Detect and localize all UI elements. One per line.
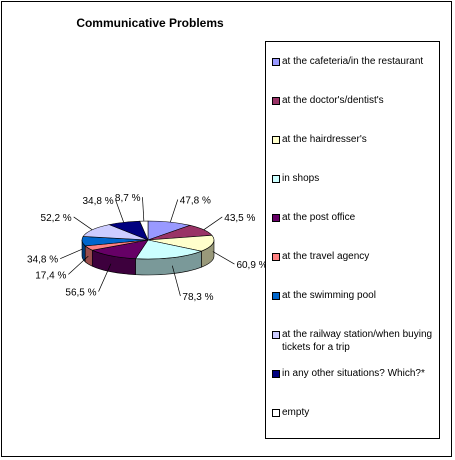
legend-item: at the doctor's/dentist's xyxy=(272,94,437,107)
legend-label: empty xyxy=(282,407,310,418)
legend-label: at the doctor's/dentist's xyxy=(282,95,384,106)
data-label-leader xyxy=(98,263,112,292)
legend-item: at the travel agency xyxy=(272,250,437,263)
legend-item: at the hairdresser's xyxy=(272,133,437,146)
legend-swatch xyxy=(272,292,280,300)
legend-swatch xyxy=(272,409,280,417)
legend-label: at the travel agency xyxy=(282,251,370,262)
data-label: 47,8 % xyxy=(180,196,211,207)
legend-swatch xyxy=(272,331,280,339)
data-label: 34,8 % xyxy=(82,196,113,207)
legend-label: at the hairdresser's xyxy=(282,134,367,145)
data-label-leader xyxy=(68,255,89,275)
legend-label: at the cafeteria/in the restaurant xyxy=(282,56,424,67)
legend-swatch xyxy=(272,58,280,66)
legend-item: at the post office xyxy=(272,211,437,224)
data-label-leader xyxy=(170,199,179,223)
chart-title: Communicative Problems xyxy=(76,16,224,30)
data-label: 78,3 % xyxy=(182,292,213,303)
data-label-leader xyxy=(212,251,235,265)
legend-swatch xyxy=(272,214,280,222)
legend-swatch xyxy=(272,97,280,105)
legend-item: at the railway station/when buying ticke… xyxy=(272,328,437,354)
legend-item: at the swimming pool xyxy=(272,289,437,302)
data-label: 34,8 % xyxy=(27,255,58,266)
legend-label: in shops xyxy=(282,173,320,184)
data-label-leader xyxy=(142,197,145,222)
data-label: 56,5 % xyxy=(65,288,96,299)
pie-slice xyxy=(139,220,149,241)
legend-label: at the railway station/when buying ticke… xyxy=(282,329,433,353)
data-label: 8,7 % xyxy=(115,193,141,204)
data-label-leader xyxy=(203,216,223,231)
legend-label: at the swimming pool xyxy=(282,290,376,301)
legend-item: in any other situations? Which?* xyxy=(272,367,437,380)
pie-slice xyxy=(147,234,215,252)
legend-swatch xyxy=(272,175,280,183)
data-label: 43,5 % xyxy=(224,213,255,224)
data-label: 17,4 % xyxy=(35,270,66,281)
legend-item: empty xyxy=(272,406,437,419)
legend-item: at the cafeteria/in the restaurant xyxy=(272,55,437,68)
legend-swatch xyxy=(272,136,280,144)
data-label-leader xyxy=(73,216,93,231)
legend-label: in any other situations? Which?* xyxy=(282,368,425,379)
data-label: 52,2 % xyxy=(41,213,72,224)
data-label-leader xyxy=(115,199,125,223)
data-label: 60,9 % xyxy=(236,260,267,271)
legend-item: in shops xyxy=(272,172,437,185)
data-label-leader xyxy=(60,248,83,260)
legend-swatch xyxy=(272,253,280,261)
data-label-leader xyxy=(171,265,181,297)
chart-legend: at the cafeteria/in the restaurant at the… xyxy=(265,41,440,439)
pie-slice xyxy=(135,239,203,260)
legend-label: at the post office xyxy=(282,212,356,223)
legend-swatch xyxy=(272,370,280,378)
